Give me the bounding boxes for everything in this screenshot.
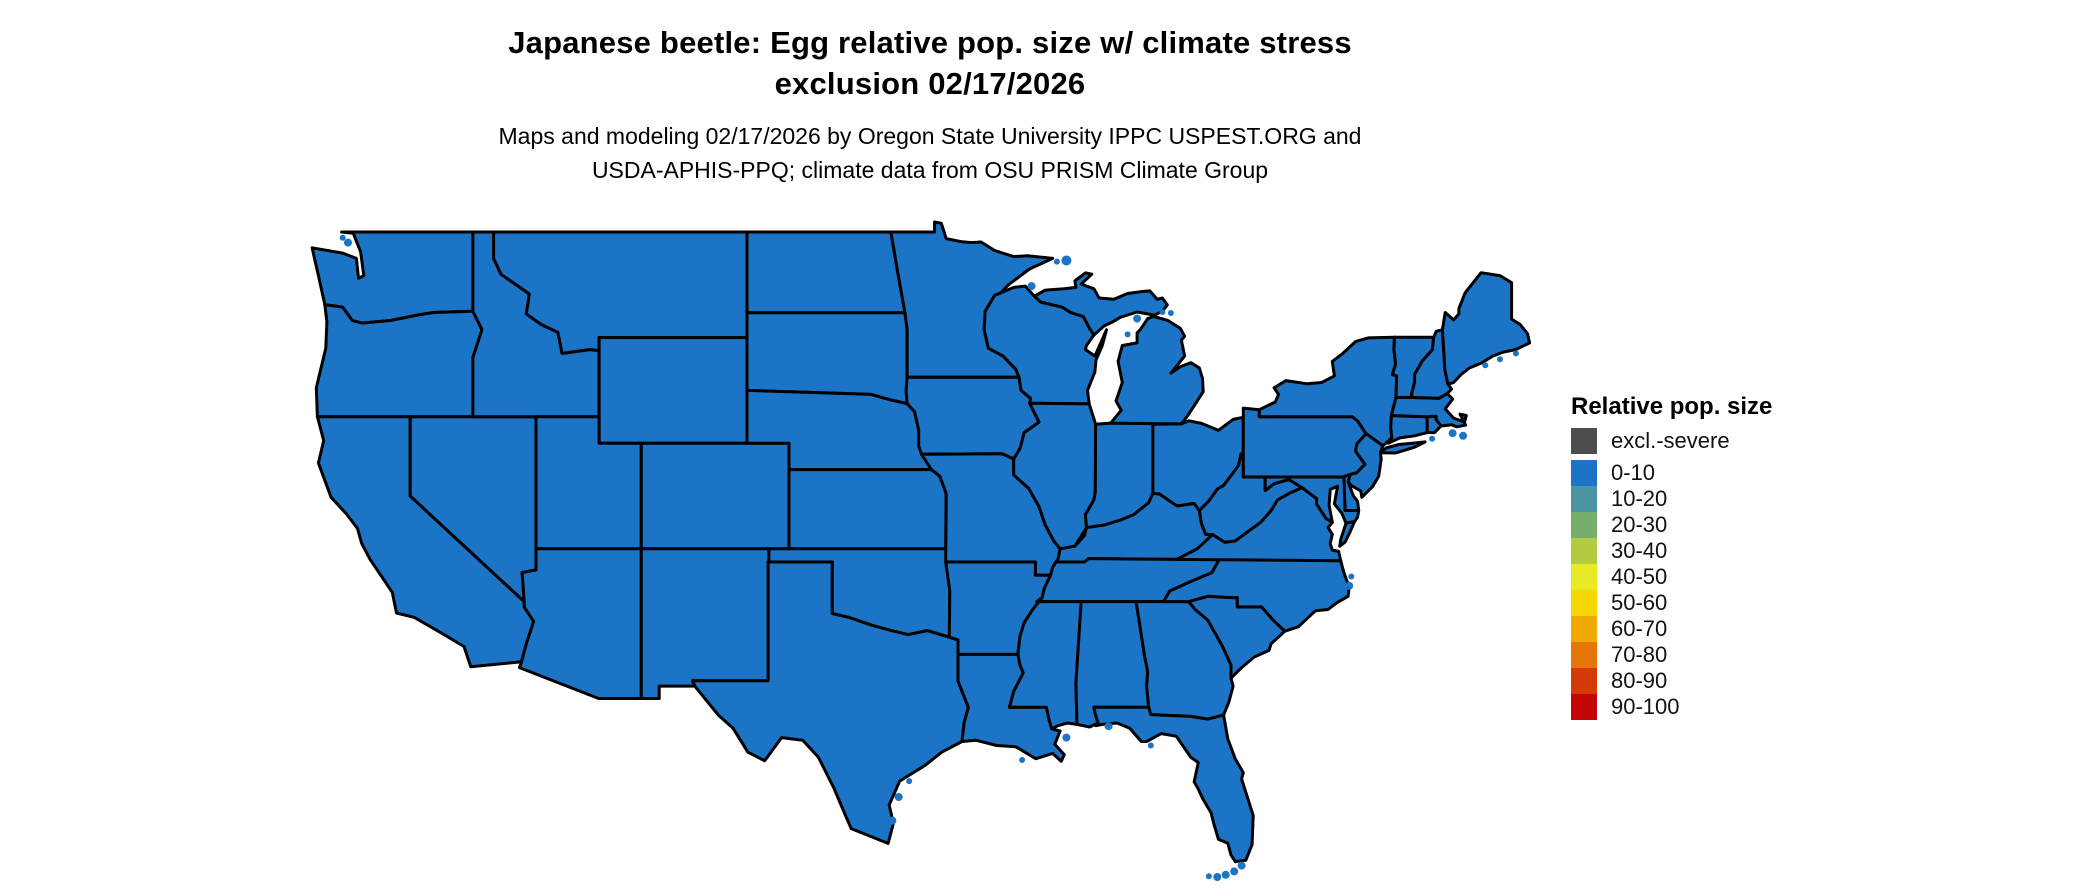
- state-nm: [639, 547, 771, 700]
- legend-item-label: 90-100: [1611, 694, 1680, 719]
- legend-item-60-70: 60-70: [1571, 616, 1772, 642]
- legend-item-label: 20-30: [1611, 512, 1668, 537]
- state-nd: [745, 230, 907, 315]
- legend: Relative pop. size excl.-severe 0-10 10-20…: [1571, 393, 1772, 720]
- legend-swatch: [1571, 512, 1597, 538]
- coastal-island: [888, 816, 897, 825]
- coastal-island: [894, 793, 903, 801]
- legend-swatch: [1571, 428, 1597, 454]
- legend-item-80-90: 80-90: [1571, 668, 1772, 694]
- coastal-island: [1429, 435, 1436, 442]
- state-ve: [1338, 520, 1356, 548]
- legend-item-label: 40-50: [1611, 564, 1668, 589]
- state-ks: [787, 468, 948, 551]
- coastal-island: [1019, 757, 1026, 763]
- coastal-island: [1459, 431, 1468, 440]
- legend-swatch: [1571, 694, 1597, 720]
- legend-item-label: 0-10: [1611, 460, 1656, 485]
- legend-item-label: 60-70: [1611, 616, 1668, 641]
- legend-item-excl-severe: excl.-severe: [1571, 428, 1772, 454]
- legend-item-label: 70-80: [1611, 642, 1668, 667]
- legend-swatch: [1571, 538, 1597, 564]
- coastal-island: [1348, 573, 1355, 580]
- coastal-island: [906, 778, 913, 785]
- coastal-island: [1133, 314, 1142, 323]
- legend-item-label: 80-90: [1611, 668, 1668, 693]
- legend-item-70-80: 70-80: [1571, 642, 1772, 668]
- map-title-line1: Japanese beetle: Egg relative pop. size …: [508, 25, 1352, 60]
- state-li: [1378, 440, 1427, 455]
- coastal-island: [1167, 310, 1174, 316]
- state-ms: [1008, 596, 1083, 731]
- state-md: [1263, 475, 1361, 525]
- coastal-island: [1159, 309, 1166, 315]
- coastal-island: [1205, 873, 1212, 880]
- state-me: [1440, 271, 1532, 386]
- coastal-island: [1512, 350, 1519, 357]
- legend-item-0-10: 0-10: [1571, 460, 1772, 486]
- coastal-island: [1237, 861, 1246, 870]
- legend-item-label: 10-20: [1611, 486, 1668, 511]
- legend-swatch: [1571, 486, 1597, 512]
- coastal-island: [344, 238, 352, 247]
- map-subtitle-line1: Maps and modeling 02/17/2026 by Oregon S…: [498, 123, 1362, 149]
- map-subtitle-line2: USDA-APHIS-PPQ; climate data from OSU PR…: [591, 157, 1269, 183]
- legend-swatch: [1571, 616, 1597, 642]
- state-co: [639, 441, 791, 551]
- legend-item-20-30: 20-30: [1571, 512, 1772, 538]
- coastal-island: [1221, 870, 1230, 879]
- state-mu: [1032, 271, 1169, 337]
- state-pa: [1241, 406, 1368, 479]
- coastal-island: [1345, 581, 1354, 590]
- state-wy: [597, 336, 749, 445]
- legend-swatch: [1571, 642, 1597, 668]
- map-title-line2: exclusion 02/17/2026: [774, 66, 1086, 101]
- legend-item-40-50: 40-50: [1571, 564, 1772, 590]
- legend-swatch: [1571, 460, 1597, 486]
- state-oh: [1151, 415, 1245, 512]
- legend-item-label: 30-40: [1611, 538, 1668, 563]
- legend-item-90-100: 90-100: [1571, 694, 1772, 720]
- coastal-island: [1213, 873, 1222, 881]
- state-ct: [1386, 414, 1429, 445]
- legend-swatch: [1571, 590, 1597, 616]
- legend-item-label: excl.-severe: [1611, 428, 1730, 453]
- legend-swatch: [1571, 564, 1597, 590]
- legend-item-30-40: 30-40: [1571, 538, 1772, 564]
- legend-item-50-60: 50-60: [1571, 590, 1772, 616]
- coastal-island: [1104, 722, 1113, 731]
- state-mi: [1109, 315, 1205, 426]
- coastal-island: [1061, 255, 1072, 266]
- map-subtitle: Maps and modeling 02/17/2026 by Oregon S…: [0, 119, 1860, 187]
- coastal-island: [1053, 258, 1060, 265]
- legend-item-label: 50-60: [1611, 590, 1668, 615]
- state-fl: [1092, 705, 1255, 864]
- coastal-island: [1147, 742, 1154, 749]
- state-tx: [691, 560, 970, 845]
- legend-item-10-20: 10-20: [1571, 486, 1772, 512]
- coastal-island: [1027, 282, 1036, 291]
- coastal-island: [1230, 867, 1239, 876]
- coastal-island: [339, 234, 346, 241]
- legend-rows: excl.-severe 0-10 10-20 20-30 30-40 40-50 50-6…: [1571, 428, 1772, 720]
- coastal-island: [1448, 429, 1457, 438]
- coastal-island: [1482, 362, 1489, 369]
- map-title: Japanese beetle: Egg relative pop. size …: [0, 22, 1860, 104]
- legend-swatch: [1571, 668, 1597, 694]
- state-nj: [1346, 432, 1385, 499]
- state-az: [518, 547, 643, 700]
- state-nc: [1162, 557, 1351, 633]
- coastal-island: [1497, 356, 1503, 363]
- coastal-island: [1124, 331, 1131, 338]
- state-or: [314, 303, 484, 419]
- legend-title: Relative pop. size: [1571, 393, 1773, 420]
- coastal-island: [1062, 733, 1071, 742]
